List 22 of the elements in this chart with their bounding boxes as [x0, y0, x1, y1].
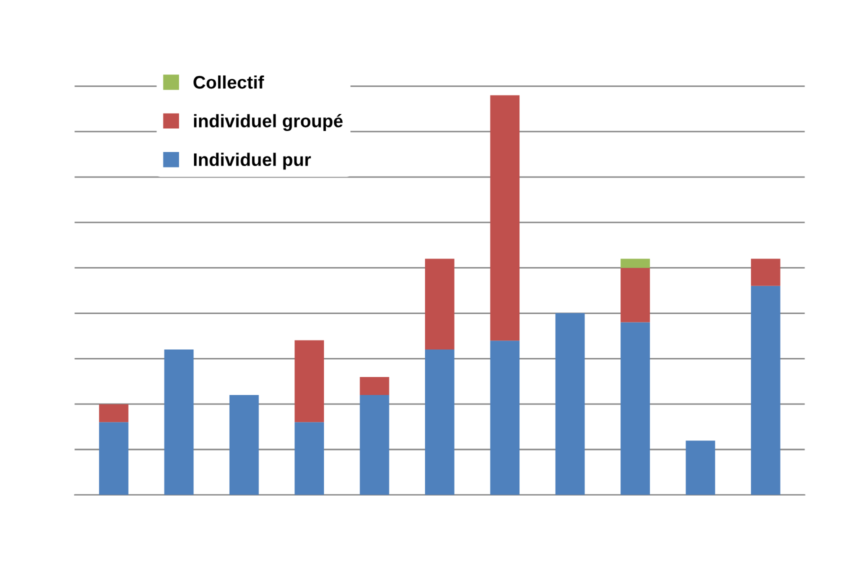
bar	[750, 286, 780, 495]
bar	[425, 349, 454, 495]
bar	[294, 422, 324, 495]
bar	[620, 322, 650, 495]
bar	[99, 404, 128, 422]
bar	[620, 268, 650, 322]
bar	[490, 340, 520, 495]
bar	[750, 258, 780, 286]
bar	[490, 95, 520, 341]
legend-label: individuel groupé	[194, 114, 343, 132]
bar	[360, 377, 390, 396]
bar	[164, 349, 194, 495]
bar	[229, 395, 259, 495]
bar	[686, 440, 716, 495]
legend-label: Individuel pur	[194, 152, 311, 170]
bar	[99, 422, 128, 495]
bar	[555, 313, 585, 495]
bar	[620, 258, 650, 268]
bar	[425, 258, 454, 350]
bar	[294, 340, 324, 422]
bar	[360, 395, 390, 495]
legend-label: Collectif	[194, 75, 264, 89]
